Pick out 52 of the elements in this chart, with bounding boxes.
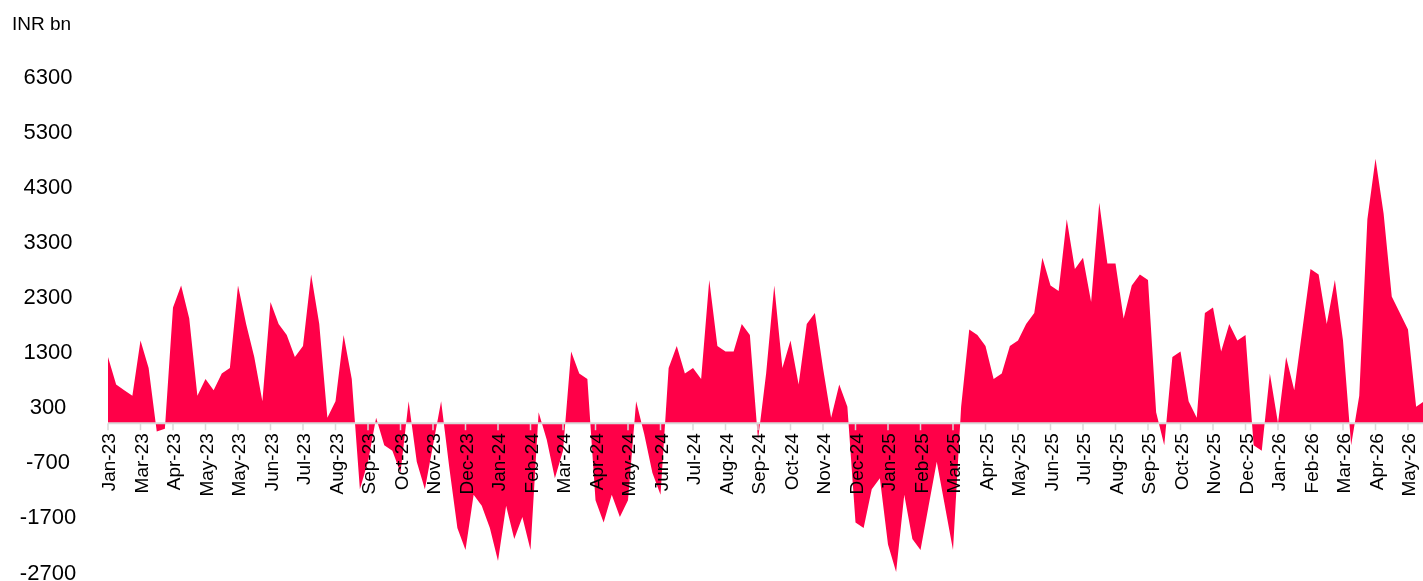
x-tick-label: May-23 xyxy=(228,433,249,497)
x-tick-label: May-26 xyxy=(1398,433,1419,497)
x-tick-label: Oct-24 xyxy=(780,432,802,491)
x-tick-label: Jan-23 xyxy=(98,433,119,492)
x-tick-label: Jul-24 xyxy=(683,432,704,485)
x-tick-label: Aug-23 xyxy=(325,433,347,495)
y-tick-label: 2300 xyxy=(23,283,73,309)
x-tick-label: Nov-24 xyxy=(813,432,834,495)
y-tick-label: -1700 xyxy=(19,504,77,530)
x-tick-label: Dec-24 xyxy=(845,432,867,495)
y-tick-label: 1300 xyxy=(23,339,73,365)
y-tick-label: -700 xyxy=(25,449,71,475)
x-tick-label: Sep-24 xyxy=(748,432,769,495)
x-tick-label: May-23 xyxy=(195,433,217,497)
y-tick-label: 3300 xyxy=(23,228,73,254)
x-tick-label: Mar-23 xyxy=(130,433,152,494)
x-tick-label: Aug-24 xyxy=(715,432,737,495)
x-tick-label: Apr-24 xyxy=(585,432,607,491)
x-tick-label: Jul-23 xyxy=(293,433,314,485)
x-tick-label: Jun-25 xyxy=(1040,433,1062,492)
x-tick-label: Jun-23 xyxy=(260,433,282,492)
x-tick-label: Jan-25 xyxy=(878,433,899,492)
x-tick-label: Apr-23 xyxy=(163,433,184,491)
y-tick-label: 5300 xyxy=(23,118,73,144)
x-tick-label: Feb-26 xyxy=(1300,433,1322,494)
x-tick-label: May-24 xyxy=(618,432,639,497)
x-tick-label: Mar-26 xyxy=(1333,433,1354,494)
x-tick-label: Feb-25 xyxy=(910,433,932,494)
x-tick-label: May-25 xyxy=(1008,433,1029,497)
y-axis-title: INR bn xyxy=(12,13,72,34)
x-tick-label: Aug-25 xyxy=(1105,433,1127,495)
x-tick-label: Sep-25 xyxy=(1138,433,1159,495)
y-tick-label: 4300 xyxy=(23,173,73,199)
y-tick-label: 300 xyxy=(29,394,67,420)
x-tick-label: Mar-25 xyxy=(943,433,964,494)
x-tick-label: Jul-25 xyxy=(1073,433,1094,485)
x-tick-label: Apr-26 xyxy=(1365,433,1387,491)
x-tick-label: Mar-24 xyxy=(553,432,574,494)
y-tick-label: 6300 xyxy=(23,63,73,89)
x-tick-label: Jan-24 xyxy=(488,432,509,492)
x-tick-label: Dec-25 xyxy=(1235,433,1257,495)
x-tick-label: Feb-24 xyxy=(520,432,542,494)
x-tick-label: Nov-23 xyxy=(423,433,444,495)
x-tick-label: Sep-23 xyxy=(358,433,379,495)
x-tick-label: Oct-23 xyxy=(390,433,412,491)
x-tick-label: Apr-25 xyxy=(975,433,997,491)
x-tick-label: Nov-25 xyxy=(1203,433,1224,495)
x-tick-label: Dec-23 xyxy=(455,433,477,495)
x-tick-label: Oct-25 xyxy=(1170,433,1192,491)
y-tick-label: -2700 xyxy=(19,559,77,581)
x-tick-label: Jun-24 xyxy=(650,432,672,492)
x-tick-label: Jan-26 xyxy=(1268,433,1289,492)
